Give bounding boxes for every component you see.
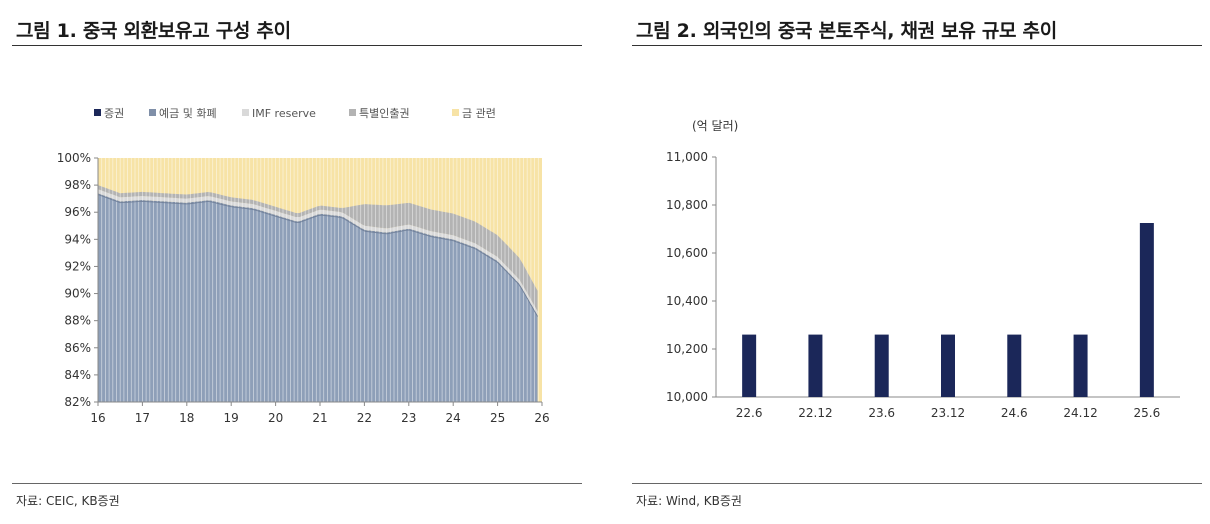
legend-label-0: 증권	[104, 107, 124, 120]
x-tick-label: 24.12	[1063, 406, 1097, 420]
figure1-source-rule	[12, 483, 582, 484]
y-tick-label: 10,800	[666, 198, 708, 212]
x-tick-label: 18	[179, 411, 194, 425]
legend-swatch-1	[149, 109, 156, 116]
figure2-panel: 그림 2. 외국인의 중국 본토주식, 채권 보유 규모 추이 (억 달러) 10…	[632, 0, 1202, 524]
y-tick-label: 11,000	[666, 150, 708, 164]
y-tick-label: 90%	[64, 287, 91, 301]
y-tick-label: 98%	[64, 178, 91, 192]
legend-swatch-4	[452, 109, 459, 116]
x-tick-label: 23	[401, 411, 416, 425]
figure2-chart: (억 달러) 10,000 10,200 10,400 10,600 10,800 11,0…	[666, 119, 1180, 420]
x-tick-label: 24	[446, 411, 461, 425]
x-tick-label: 25	[490, 411, 505, 425]
y-tick-label: 84%	[64, 368, 91, 382]
bar-25.6	[1139, 223, 1154, 397]
y-tick-label: 10,200	[666, 342, 708, 356]
y-tick-label: 96%	[64, 205, 91, 219]
y-tick-label: 92%	[64, 259, 91, 273]
legend-swatch-0	[94, 109, 101, 116]
bar-22.6	[742, 334, 757, 397]
bar-23.12	[941, 334, 955, 397]
x-tick-label: 20	[268, 411, 283, 425]
legend-label-2: IMF reserve	[252, 107, 316, 120]
x-tick-label: 22.6	[736, 406, 763, 420]
x-tick-label: 19	[224, 411, 239, 425]
bar-24.12	[1073, 334, 1088, 397]
legend-label-3: 특별인출권	[359, 107, 410, 120]
y-tick-label: 82%	[64, 395, 91, 409]
figure2-source-rule	[632, 483, 1202, 484]
x-tick-label: 17	[135, 411, 150, 425]
legend-label-1: 예금 및 화폐	[159, 107, 217, 120]
bar-24.6	[1007, 334, 1022, 397]
figure1-source: 자료: CEIC, KB증권	[16, 494, 120, 508]
y-tick-label: 94%	[64, 232, 91, 246]
legend-label-4: 금 관련	[462, 107, 496, 120]
y-tick-label: 10,400	[666, 294, 708, 308]
y-tick-label: 10,000	[666, 390, 708, 404]
figure2-source: 자료: Wind, KB증권	[636, 494, 742, 508]
x-tick-label: 23.12	[931, 406, 965, 420]
figure1-title-rule	[12, 45, 582, 46]
x-tick-label: 22	[357, 411, 372, 425]
securities-edge	[97, 194, 538, 317]
x-tick-label: 21	[312, 411, 327, 425]
x-tick-label: 25.6	[1133, 406, 1160, 420]
x-tick-label: 26	[534, 411, 549, 425]
x-tick-label: 23.6	[868, 406, 895, 420]
figure1-chart: 증권 예금 및 화폐 IMF reserve 특별인출권 금 관련 82% 84% 86% 88…	[57, 107, 550, 425]
unit-label: (억 달러)	[692, 119, 738, 133]
figure2-title-rule	[632, 45, 1202, 46]
figure1-panel: 그림 1. 중국 외환보유고 구성 추이 증권 예금 및 화폐 IMF reserv…	[12, 0, 582, 524]
legend-swatch-3	[349, 109, 356, 116]
x-tick-label: 16	[90, 411, 105, 425]
bar-separators	[101, 158, 539, 402]
y-tick-label: 10,600	[666, 246, 708, 260]
y-tick-label: 88%	[64, 314, 91, 328]
x-tick-label: 22.12	[798, 406, 832, 420]
figure1-title: 그림 1. 중국 외환보유고 구성 추이	[16, 20, 291, 42]
x-tick-label: 24.6	[1001, 406, 1028, 420]
bar-23.6	[874, 334, 889, 397]
legend-swatch-2	[242, 109, 249, 116]
area-2	[98, 189, 538, 316]
figure2-title: 그림 2. 외국인의 중국 본토주식, 채권 보유 규모 추이	[636, 20, 1057, 42]
y-tick-label: 86%	[64, 341, 91, 355]
y-tick-label: 100%	[57, 151, 91, 165]
bar-22.12	[808, 334, 823, 397]
